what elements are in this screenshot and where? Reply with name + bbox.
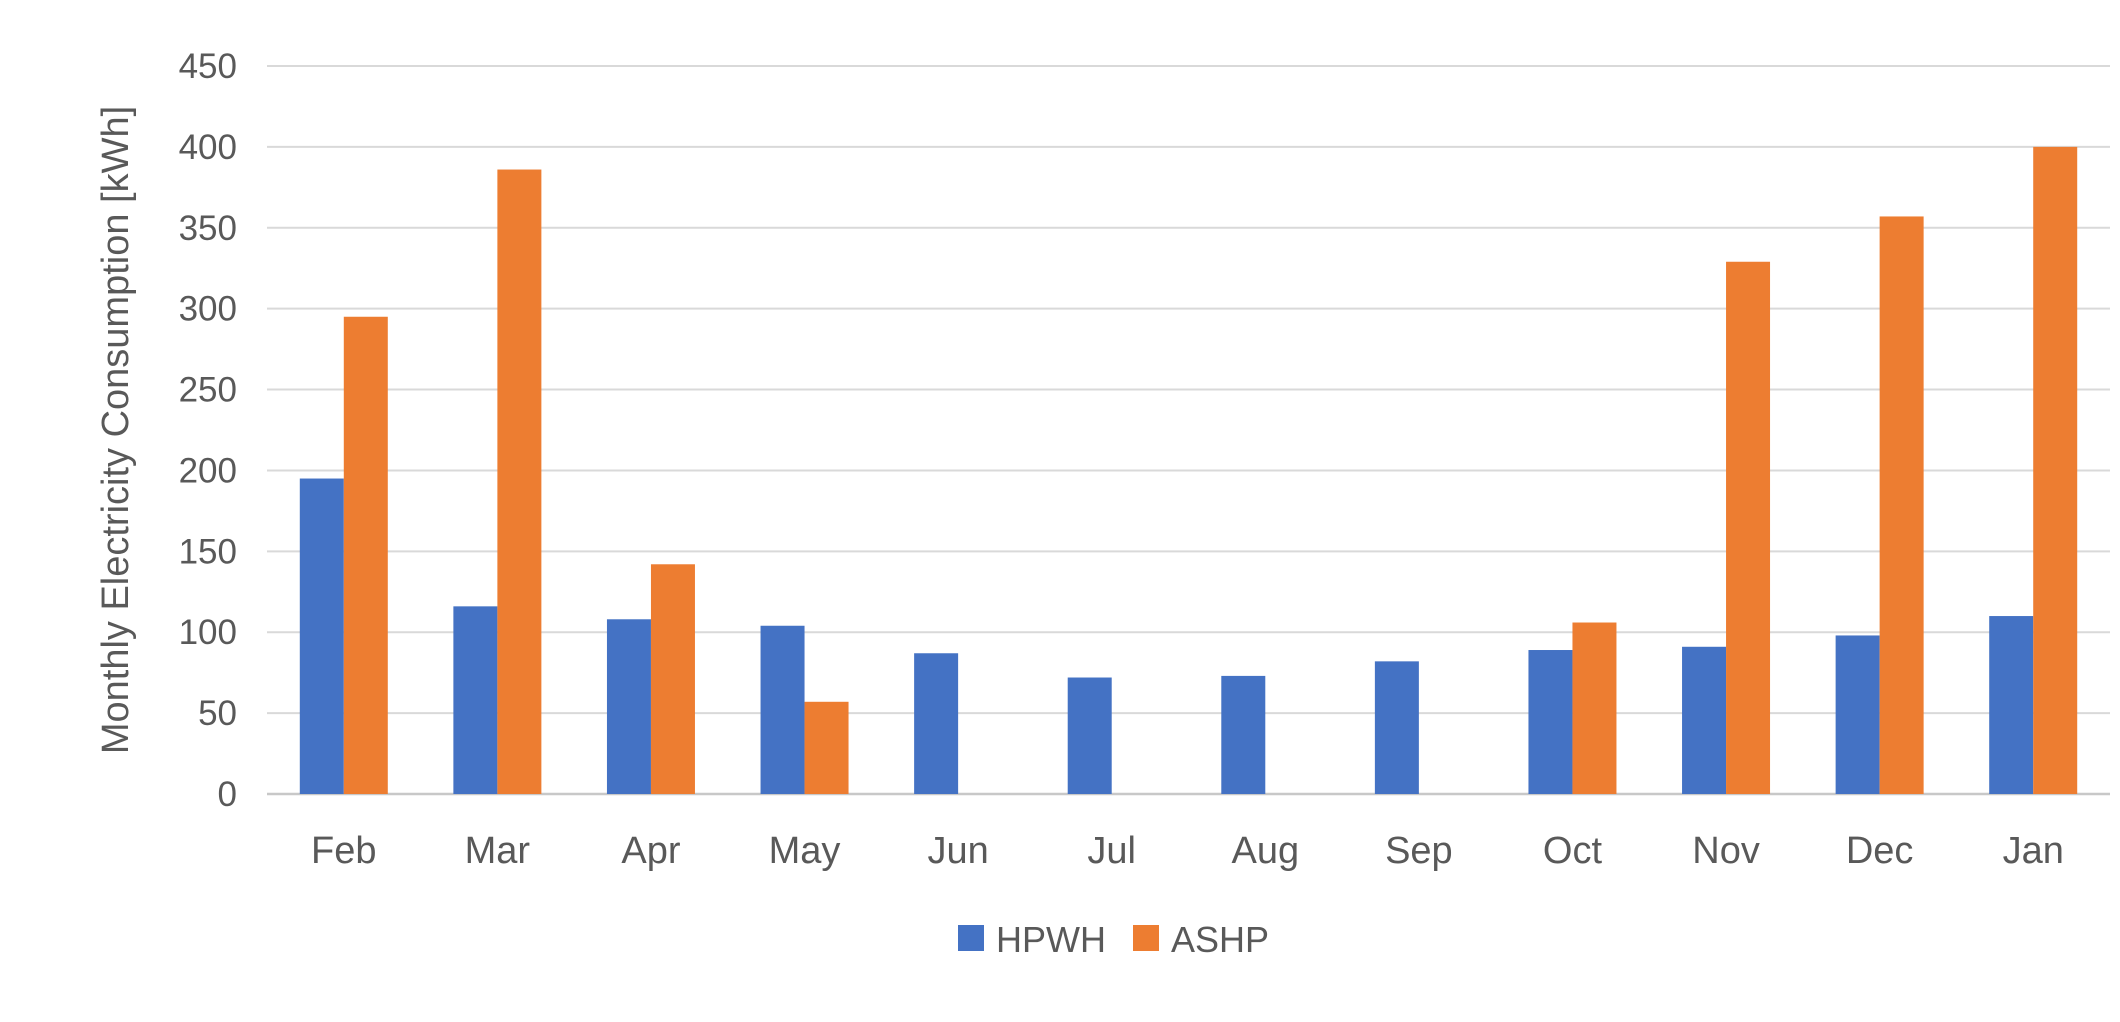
x-category-label-jan: Jan xyxy=(2003,830,2064,872)
y-tick-label-450: 450 xyxy=(179,47,237,86)
y-tick-label-300: 300 xyxy=(179,290,237,329)
y-tick-label-0: 0 xyxy=(218,775,237,814)
y-tick-label-100: 100 xyxy=(179,613,237,652)
y-tick-label-50: 50 xyxy=(198,694,237,733)
bar-ashp-mar xyxy=(497,169,542,794)
bar-hpwh-apr xyxy=(606,619,651,794)
y-tick-label-200: 200 xyxy=(179,451,237,490)
bar-hpwh-nov xyxy=(1682,646,1727,794)
legend-label-hpwh: HPWH xyxy=(996,919,1106,960)
y-tick-label-250: 250 xyxy=(179,371,237,410)
bar-hpwh-jan xyxy=(1989,616,2034,794)
bar-ashp-dec xyxy=(1879,216,1924,794)
bar-hpwh-oct xyxy=(1528,650,1573,794)
gridlines xyxy=(267,65,2110,796)
bar-hpwh-jul xyxy=(1067,677,1112,794)
y-tick-label-150: 150 xyxy=(179,532,237,571)
x-category-label-feb: Feb xyxy=(311,830,376,872)
bar-ashp-apr xyxy=(650,564,695,794)
x-category-label-jul: Jul xyxy=(1087,830,1136,872)
bar-groups xyxy=(299,146,2078,794)
legend-label-ashp: ASHP xyxy=(1171,919,1269,960)
legend: HPWH ASHP xyxy=(958,919,1269,960)
x-category-label-may: May xyxy=(769,830,841,872)
x-category-label-mar: Mar xyxy=(465,830,531,872)
bar-hpwh-dec xyxy=(1835,635,1880,794)
bar-ashp-may xyxy=(804,701,849,794)
y-tick-label-400: 400 xyxy=(179,128,237,167)
bar-hpwh-may xyxy=(760,625,805,794)
x-category-label-nov: Nov xyxy=(1692,830,1760,872)
bar-hpwh-feb xyxy=(299,478,344,794)
y-tick-label-350: 350 xyxy=(179,209,237,248)
bar-hpwh-mar xyxy=(453,606,498,794)
x-category-label-apr: Apr xyxy=(621,830,680,872)
legend-swatch-ashp xyxy=(1133,925,1159,951)
y-axis-tick-labels: 0 50 100 150 200 250 300 350 400 450 xyxy=(179,47,237,814)
bar-hpwh-jun xyxy=(914,653,959,794)
legend-swatch-hpwh xyxy=(958,925,984,951)
bar-ashp-jan xyxy=(2033,146,2078,794)
bar-hpwh-aug xyxy=(1221,675,1266,794)
x-category-label-dec: Dec xyxy=(1846,830,1914,872)
x-category-label-oct: Oct xyxy=(1543,830,1603,872)
bar-ashp-nov xyxy=(1726,261,1771,794)
chart-canvas: 0 50 100 150 200 250 300 350 400 450 Feb Mar Apr May… xyxy=(95,47,2110,960)
monthly-electricity-consumption-chart: 0 50 100 150 200 250 300 350 400 450 Feb Mar Apr May… xyxy=(40,16,2120,1006)
x-category-label-sep: Sep xyxy=(1385,830,1453,872)
x-category-label-jun: Jun xyxy=(927,830,988,872)
bar-hpwh-sep xyxy=(1374,661,1419,794)
bar-ashp-feb xyxy=(343,316,388,794)
x-category-label-aug: Aug xyxy=(1231,830,1299,872)
x-axis-category-labels: Feb Mar Apr May Jun Jul Aug Sep Oct Nov Dec Jan xyxy=(311,830,2064,872)
bar-ashp-oct xyxy=(1572,622,1617,794)
y-axis-title: Monthly Electricity Consumption [kWh] xyxy=(95,106,137,754)
